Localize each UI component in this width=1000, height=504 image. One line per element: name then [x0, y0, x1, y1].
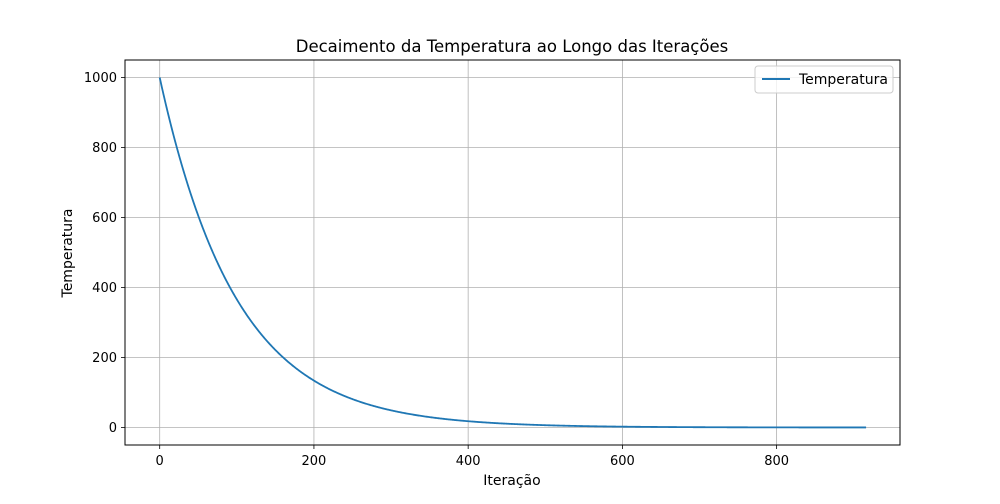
- x-tick-label: 0: [156, 454, 164, 469]
- legend-box: [754, 65, 894, 94]
- plot-frame: [124, 59, 901, 446]
- y-tick-label: 1000: [84, 71, 117, 86]
- x-tick-label: 800: [764, 454, 789, 469]
- chart-title: Decaimento da Temperatura ao Longo das I…: [296, 37, 728, 56]
- legend-label: Temperatura: [798, 72, 888, 88]
- y-tick-label: 0: [109, 421, 117, 436]
- y-tick-label: 600: [92, 211, 117, 226]
- y-tick-label: 400: [92, 281, 117, 296]
- series-line-temperatura: [158, 77, 867, 429]
- x-tick-label: 400: [456, 454, 481, 469]
- series-layer: [158, 77, 867, 429]
- x-tick-label: 600: [610, 454, 635, 469]
- x-axis: 0 200 400 600 800: [156, 445, 789, 469]
- y-axis-label: Temperatura: [60, 209, 76, 299]
- y-tick-label: 200: [92, 351, 117, 366]
- legend: Temperatura: [754, 65, 894, 94]
- x-axis-label: Iteração: [483, 473, 540, 489]
- y-axis: 0 200 400 600 800 1000: [84, 71, 125, 436]
- x-tick-label: 200: [302, 454, 327, 469]
- y-tick-label: 800: [92, 141, 117, 156]
